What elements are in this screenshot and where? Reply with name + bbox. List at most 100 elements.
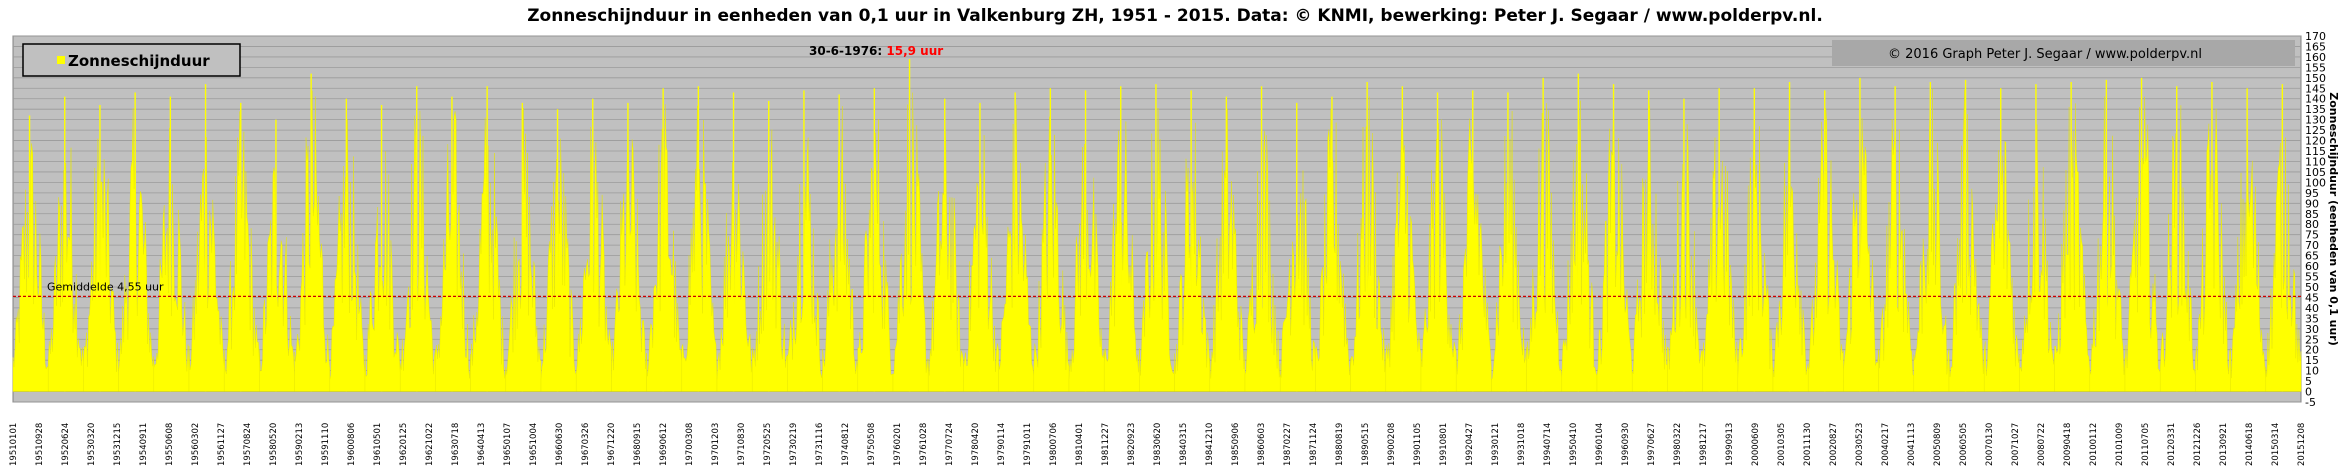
x-tick-label: 19561127 [217,423,227,466]
y-tick-label: 65 [2305,250,2319,263]
y-tick-label: 55 [2305,271,2319,284]
x-tick-label: 20140618 [2245,423,2255,466]
sunshine-year-1983 [1139,108,1175,392]
sunshine-year-1976 [892,92,929,392]
sunshine-year-2002 [1808,108,1844,392]
sunshine-year-2015 [2265,88,2302,392]
x-tick-label: 19630718 [451,423,461,466]
sunshine-year-1987 [1280,170,1316,392]
x-tick-label: 19640413 [477,423,487,466]
x-tick-label: 20151208 [2297,423,2307,466]
x-tick-label: 19730219 [789,423,799,466]
x-tick-label: 20070130 [1985,423,1995,466]
x-tick-label: 19651004 [529,423,539,466]
x-tick-label: 19701203 [711,423,721,466]
sunshine-year-2007 [1984,140,2020,392]
y-tick-label: 80 [2305,218,2319,231]
sunshine-year-1997 [1632,99,1668,392]
x-tick-label: 19910801 [1439,423,1449,466]
x-tick-label: 19790114 [997,423,1007,466]
sunshine-year-2014 [2230,105,2266,392]
x-axis-ticks: 19510101 19510928 19520624 19530320 19531215… [9,423,2307,466]
y-tick-label: 40 [2305,302,2319,315]
x-tick-label: 19591110 [321,423,331,466]
sunshine-year-1991 [1420,119,1457,392]
x-tick-label: 20060505 [1959,423,1969,466]
y-tick-label: 135 [2305,103,2326,116]
sunshine-year-2008 [2019,124,2055,392]
sunshine-year-1952 [48,147,84,392]
x-tick-label: 19811227 [1101,423,1111,466]
x-tick-label: 19841210 [1205,423,1215,466]
sunshine-year-1971 [716,162,753,392]
sunshine-year-2003 [1843,117,1879,392]
sunshine-year-1986 [1244,130,1281,392]
x-tick-label: 19840315 [1179,423,1189,466]
y-tick-label: 35 [2305,312,2319,325]
x-tick-label: 19810401 [1075,423,1085,466]
y-tick-label: 70 [2305,239,2319,252]
y-tick-label: 20 [2305,344,2319,357]
x-tick-label: 19510928 [35,423,45,466]
y-tick-label: 110 [2305,155,2326,168]
y-tick-label: 145 [2305,82,2326,95]
x-tick-label: 20030523 [1855,423,1865,466]
y-tick-label: 130 [2305,114,2326,127]
sunshine-year-1978 [963,135,999,392]
x-tick-label: 20090418 [2063,423,2073,466]
x-tick-label: 20020827 [1829,423,1839,466]
y-tick-label: 105 [2305,166,2326,179]
sunshine-year-1960 [329,119,366,392]
x-tick-label: 20100112 [2089,423,2099,466]
x-tick-label: 19900208 [1387,423,1397,466]
x-tick-label: 19620125 [399,423,409,466]
sunshine-year-2004 [1878,119,1914,392]
chart-title: Zonneschijnduur in eenheden van 0,1 uur … [527,6,1823,26]
legend-entry-zonneschijnduur: Zonneschijnduur [68,52,210,70]
sunshine-year-1962 [400,110,436,392]
x-tick-label: 19780420 [971,423,981,466]
sunshine-year-2012 [2160,105,2196,392]
x-tick-label: 19600806 [347,423,357,466]
sunshine-year-1956 [188,137,225,392]
x-tick-label: 20080722 [2037,423,2047,466]
sunshine-year-1961 [364,151,401,392]
x-tick-label: 19720525 [763,423,773,466]
sunshine-year-1967 [576,126,612,392]
y-tick-label: -5 [2305,396,2316,409]
sunshine-year-1968 [611,114,647,392]
x-tick-label: 19550608 [165,423,175,466]
x-tick-label: 19770724 [945,423,955,466]
sunshine-area-series [12,59,2302,392]
sunshine-year-1989 [1350,96,1386,392]
average-line-group: Gemiddelde 4,55 uur [13,280,2301,298]
x-tick-label: 19531215 [113,423,123,466]
copyright-box: © 2016 Graph Peter J. Segaar / www.polde… [1832,40,2295,66]
sunshine-year-1959 [294,90,330,392]
x-tick-label: 19860603 [1257,423,1267,466]
sunshine-year-2001 [1772,120,1809,392]
x-tick-label: 19950410 [1569,423,1579,466]
x-tick-label: 19750508 [867,423,877,466]
sunshine-year-1979 [998,104,1034,392]
y-tick-label: 25 [2305,333,2319,346]
y-tick-label: 150 [2305,72,2326,85]
y-tick-label: 160 [2305,51,2326,64]
x-tick-label: 19960104 [1595,423,1605,466]
x-tick-label: 19981217 [1699,423,1709,466]
x-tick-label: 19590213 [295,423,305,466]
sunshine-year-1995 [1561,100,1598,392]
y-tick-label: 155 [2305,61,2326,74]
y-tick-label: 45 [2305,291,2319,304]
x-tick-label: 19670326 [581,423,591,466]
x-tick-label: 20040217 [1881,423,1891,466]
y-tick-label: 140 [2305,93,2326,106]
y-tick-label: 50 [2305,281,2319,294]
x-tick-label: 19650107 [503,423,513,466]
y-tick-label: 30 [2305,323,2319,336]
sunshine-year-1973 [787,137,823,392]
sunshine-year-1988 [1315,108,1351,392]
x-tick-label: 19970627 [1647,423,1657,466]
x-tick-label: 19530320 [87,423,97,466]
